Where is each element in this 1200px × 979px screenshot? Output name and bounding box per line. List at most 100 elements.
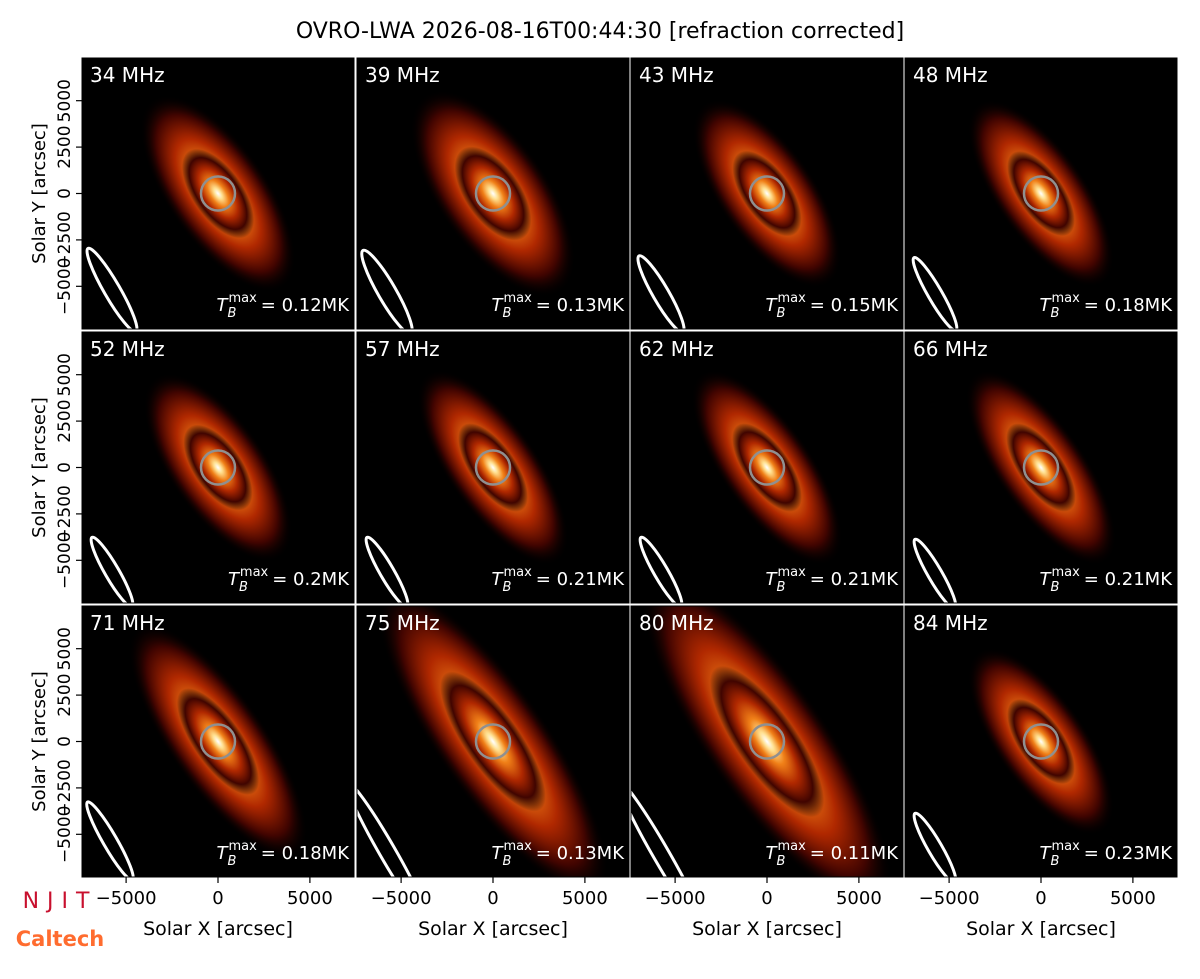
tb-symbol: T: [1040, 295, 1053, 316]
frequency-label: 75 MHz: [365, 611, 440, 635]
emission-core: [176, 688, 260, 795]
emission-core: [732, 150, 802, 237]
emission-core: [1007, 698, 1075, 785]
beam: [912, 811, 958, 877]
frequency-label: 39 MHz: [365, 63, 440, 87]
tb-value: = 0.2MK: [272, 569, 350, 590]
panel-image: [631, 606, 903, 877]
tb-max-label: TBmax = 0.21MK: [766, 565, 900, 595]
y-tick-label: −2500: [55, 211, 75, 269]
y-tick-label: −2500: [55, 759, 75, 817]
tb-max-label: TBmax = 0.12MK: [217, 291, 351, 321]
beam: [636, 254, 686, 329]
tb-sub: B: [777, 580, 786, 595]
emission-core: [183, 424, 253, 511]
panel-frame: [630, 57, 904, 330]
solar-disk: [474, 175, 512, 212]
solar-disk: [1022, 449, 1060, 486]
tb-sub: B: [503, 306, 512, 321]
y-tick-label: −5000: [55, 258, 75, 316]
beam: [85, 246, 139, 329]
panel: 43 MHz TBmax = 0.15MK: [630, 57, 904, 330]
panel: 66 MHz TBmax = 0.21MK: [904, 331, 1178, 604]
solar-disk: [474, 449, 512, 486]
tb-value: = 0.18MK: [261, 843, 350, 864]
tb-sub: B: [1051, 306, 1060, 321]
panel-image: [82, 332, 354, 603]
tb-sup: max: [240, 565, 269, 580]
tb-symbol: T: [217, 295, 230, 316]
frequency-label: 71 MHz: [90, 611, 165, 635]
x-axis-label: Solar X [arcsec]: [966, 918, 1116, 940]
tb-sup: max: [777, 291, 806, 306]
panel-image: [82, 606, 354, 877]
tb-symbol: T: [492, 569, 505, 590]
panel-image: [357, 332, 629, 603]
frequency-label: 57 MHz: [365, 337, 440, 361]
tb-max-label: TBmax = 0.18MK: [1040, 291, 1174, 321]
y-axis-label: Solar Y [arcsec]: [29, 397, 50, 538]
frequency-label: 34 MHz: [90, 63, 165, 87]
panel: 84 MHz TBmax = 0.23MK −5000 0 5000: [904, 605, 1178, 909]
tb-sub: B: [503, 580, 512, 595]
tb-value: = 0.13MK: [536, 843, 625, 864]
y-axis-label: Solar Y [arcsec]: [29, 123, 50, 264]
panel: 57 MHz TBmax = 0.21MK: [356, 331, 630, 604]
frequency-label: 80 MHz: [639, 611, 714, 635]
tb-value: = 0.12MK: [261, 295, 350, 316]
frequency-label: 48 MHz: [913, 63, 988, 87]
tb-symbol: T: [766, 295, 779, 316]
tb-symbol: T: [217, 843, 230, 864]
emission-core: [440, 671, 546, 812]
x-tick-label: 0: [212, 888, 223, 909]
tb-symbol: T: [228, 569, 241, 590]
tb-symbol: T: [1040, 843, 1053, 864]
tb-sub: B: [228, 854, 237, 869]
frequency-label: 52 MHz: [90, 337, 165, 361]
solar-disk: [1022, 175, 1060, 212]
x-axis-label: Solar X [arcsec]: [418, 918, 568, 940]
solar-disk: [199, 175, 237, 212]
tb-sup: max: [1051, 291, 1080, 306]
x-tick-label: −5000: [96, 888, 157, 909]
y-axis-label: Solar Y [arcsec]: [29, 671, 50, 812]
x-tick-label: −5000: [371, 888, 432, 909]
panel-frame: [356, 57, 630, 330]
panel: 62 MHz TBmax = 0.21MK: [630, 331, 904, 604]
tb-value: = 0.21MK: [1084, 569, 1173, 590]
tb-sub: B: [239, 580, 248, 595]
y-tick-label: 0: [55, 736, 75, 747]
solar-disk: [474, 723, 512, 760]
frequency-label: 66 MHz: [913, 337, 988, 361]
y-tick-label: 5000: [55, 627, 75, 670]
logo-njit: NJIT: [23, 889, 98, 914]
tb-sub: B: [1051, 580, 1060, 595]
beam: [912, 537, 958, 603]
beam: [911, 255, 959, 329]
tb-sub: B: [503, 854, 512, 869]
tb-sub: B: [1051, 854, 1060, 869]
tb-symbol: T: [492, 295, 505, 316]
x-axis-label: Solar X [arcsec]: [143, 918, 293, 940]
frequency-label: 62 MHz: [639, 337, 714, 361]
frequency-label: 84 MHz: [913, 611, 988, 635]
panel: 52 MHz TBmax = 0.2MK −5000−2500 0 2500 5000: [55, 331, 355, 604]
x-tick-label: 5000: [287, 888, 333, 909]
title: OVRO-LWA 2026-08-16T00:44:30 [refraction…: [296, 19, 904, 44]
tb-value: = 0.21MK: [536, 569, 625, 590]
beam: [631, 778, 706, 877]
emission-core: [732, 423, 802, 512]
y-tick-label: 5000: [55, 79, 75, 122]
tb-sup: max: [228, 839, 257, 854]
emission-core: [454, 146, 532, 241]
beam: [360, 248, 414, 329]
tb-symbol: T: [766, 843, 779, 864]
tb-max-label: TBmax = 0.15MK: [766, 291, 900, 321]
tb-value: = 0.21MK: [810, 569, 899, 590]
beam: [357, 780, 430, 877]
solar-disk: [748, 723, 786, 760]
y-tick-label: 0: [55, 188, 75, 199]
y-tick-label: 2500: [55, 125, 75, 168]
panel-image: [82, 58, 354, 329]
x-tick-label: 5000: [1110, 888, 1156, 909]
